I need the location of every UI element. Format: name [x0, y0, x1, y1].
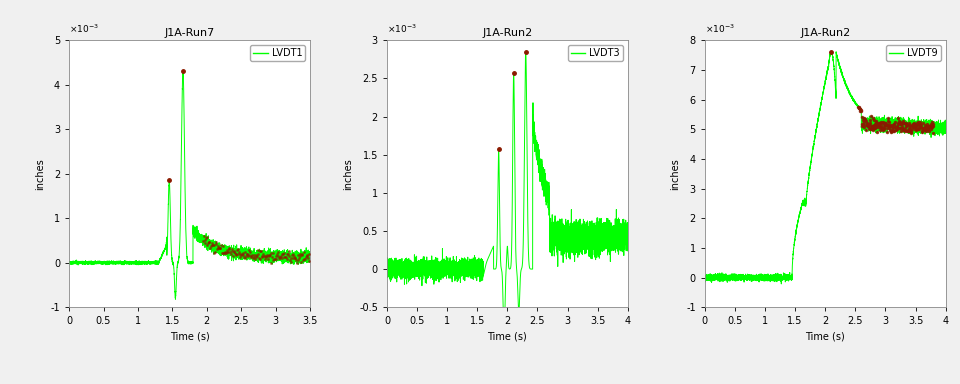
- X-axis label: Time (s): Time (s): [488, 332, 527, 342]
- Y-axis label: inches: inches: [671, 158, 681, 190]
- Legend: LVDT9: LVDT9: [886, 45, 941, 61]
- Text: $\times\mathregular{10}^{\mathregular{-3}}$: $\times\mathregular{10}^{\mathregular{-3…: [705, 23, 734, 35]
- X-axis label: Time (s): Time (s): [805, 332, 845, 342]
- Text: $\times\mathregular{10}^{\mathregular{-3}}$: $\times\mathregular{10}^{\mathregular{-3…: [69, 23, 99, 35]
- Title: J1A-Run2: J1A-Run2: [482, 28, 533, 38]
- Title: J1A-Run7: J1A-Run7: [164, 28, 215, 38]
- Y-axis label: inches: inches: [344, 158, 353, 190]
- Legend: LVDT3: LVDT3: [568, 45, 623, 61]
- Title: J1A-Run2: J1A-Run2: [800, 28, 851, 38]
- Legend: LVDT1: LVDT1: [251, 45, 305, 61]
- Y-axis label: inches: inches: [35, 158, 45, 190]
- Text: $\times\mathregular{10}^{\mathregular{-3}}$: $\times\mathregular{10}^{\mathregular{-3…: [387, 23, 417, 35]
- X-axis label: Time (s): Time (s): [170, 332, 209, 342]
